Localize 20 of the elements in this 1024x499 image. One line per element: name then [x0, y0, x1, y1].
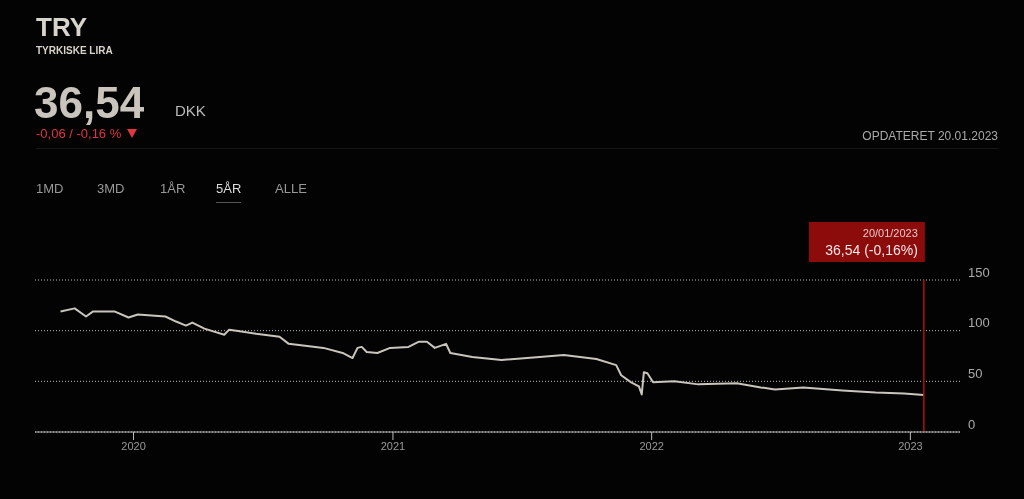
x-tick-label: 2023 [898, 439, 923, 452]
text: 3MD [97, 181, 125, 198]
text: 36,54 [34, 78, 145, 128]
x-tick-label: 2021 [380, 439, 406, 452]
text: OPDATERET 20.01.2023 [862, 129, 998, 143]
chart-subtitle: TYRKISKE LIRA [36, 45, 113, 56]
text: 1MD [36, 181, 64, 198]
text: -0,06 / -0,16 % [36, 126, 122, 141]
y-tick-label: 0 [968, 416, 976, 432]
text: 5ÅR [216, 181, 242, 203]
x-tick-label: 2022 [639, 439, 664, 452]
y-tick-label: 100 [968, 315, 990, 331]
text: DKK [175, 102, 206, 119]
text: 1ÅR [160, 181, 186, 198]
ref-line-label: 20/01/2023 36,54 (-0,16%) [825, 227, 918, 258]
text: ALLE [275, 181, 307, 198]
y-tick-label: 150 [968, 264, 990, 280]
x-tick-label: 2020 [121, 439, 146, 452]
y-tick-label: 50 [968, 365, 983, 381]
chart-title: TRY [36, 12, 88, 43]
